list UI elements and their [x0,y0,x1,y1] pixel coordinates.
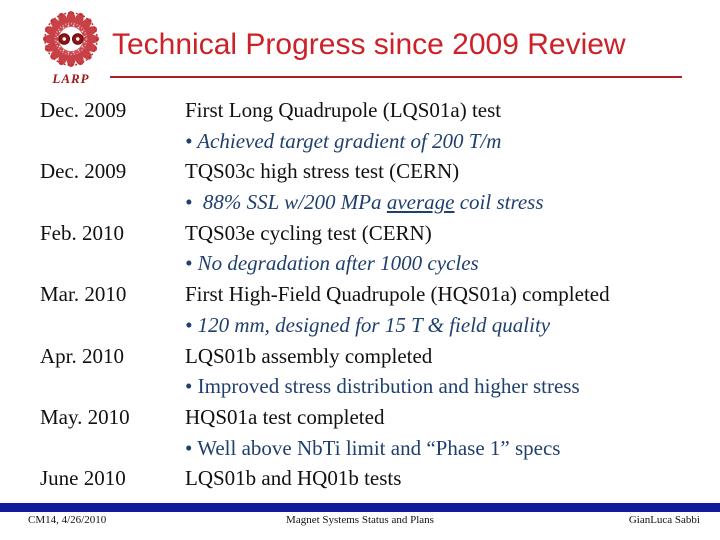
timeline-event: LQS01b assembly completed [185,343,433,368]
timeline-note: • Achieved target gradient of 200 T/m [185,128,502,153]
footer-author: GianLuca Sabbi [628,514,700,526]
timeline-event: LQS01b and HQ01b tests [185,466,402,491]
timeline-event: TQS03e cycling test (CERN) [185,220,432,245]
footer-divider-bar [0,503,720,512]
timeline-date [40,126,185,157]
timeline-date [40,371,185,402]
timeline-event: First High-Field Quadrupole (HQS01a) com… [185,282,610,307]
timeline-date [40,248,185,279]
timeline-row: Feb. 2010 TQS03e cycling test (CERN) [40,218,705,249]
timeline-note: • No degradation after 1000 cycles [185,251,479,276]
timeline-row: • Achieved target gradient of 200 T/m [40,126,705,157]
timeline-date: June 2010 [40,466,126,491]
timeline-row: Dec. 2009 TQS03c high stress test (CERN) [40,156,705,187]
timeline-date: Feb. 2010 [40,220,124,245]
timeline-row: • Well above NbTi limit and “Phase 1” sp… [40,433,705,464]
larp-rosette-icon [42,10,100,68]
timeline-date: Dec. 2009 [40,159,127,184]
timeline: Dec. 2009 First Long Quadrupole (LQS01a)… [40,95,705,494]
footer-presentation-title: Magnet Systems Status and Plans [286,514,434,526]
larp-logo: LARP [36,10,106,87]
timeline-date: Mar. 2010 [40,282,127,307]
timeline-row: • Improved stress distribution and highe… [40,371,705,402]
timeline-note: • 88% SSL w/200 MPa average coil stress [185,187,705,218]
timeline-row: • 88% SSL w/200 MPa average coil stress [40,187,705,218]
timeline-date: May. 2010 [40,404,130,429]
timeline-date: Apr. 2010 [40,343,124,368]
footer-meeting-date: CM14, 4/26/2010 [28,514,107,526]
note-text: coil stress [454,190,544,215]
timeline-row: Apr. 2010 LQS01b assembly completed [40,341,705,372]
timeline-row: May. 2010 HQS01a test completed [40,402,705,433]
timeline-note: • 120 mm, designed for 15 T & field qual… [185,312,551,337]
timeline-row: • No degradation after 1000 cycles [40,248,705,279]
timeline-date [40,433,185,464]
timeline-row: Dec. 2009 First Long Quadrupole (LQS01a)… [40,95,705,126]
larp-logo-label: LARP [52,71,90,86]
note-text: • 88% SSL w/200 MPa [185,190,387,215]
timeline-row: Mar. 2010 First High-Field Quadrupole (H… [40,279,705,310]
timeline-note: • Improved stress distribution and highe… [185,374,580,399]
note-underlined-word: average [386,190,455,215]
timeline-note: • Well above NbTi limit and “Phase 1” sp… [185,435,561,460]
timeline-event: TQS03c high stress test (CERN) [185,159,460,184]
timeline-date: Dec. 2009 [40,98,127,122]
title-underline [110,76,682,78]
timeline-event: HQS01a test completed [185,404,385,429]
timeline-row: • 120 mm, designed for 15 T & field qual… [40,310,705,341]
timeline-date [40,310,185,341]
timeline-date [40,187,185,218]
slide-title: Technical Progress since 2009 Review [112,28,626,61]
timeline-row: June 2010 LQS01b and HQ01b tests [40,463,705,494]
timeline-event: First Long Quadrupole (LQS01a) test [185,98,502,122]
